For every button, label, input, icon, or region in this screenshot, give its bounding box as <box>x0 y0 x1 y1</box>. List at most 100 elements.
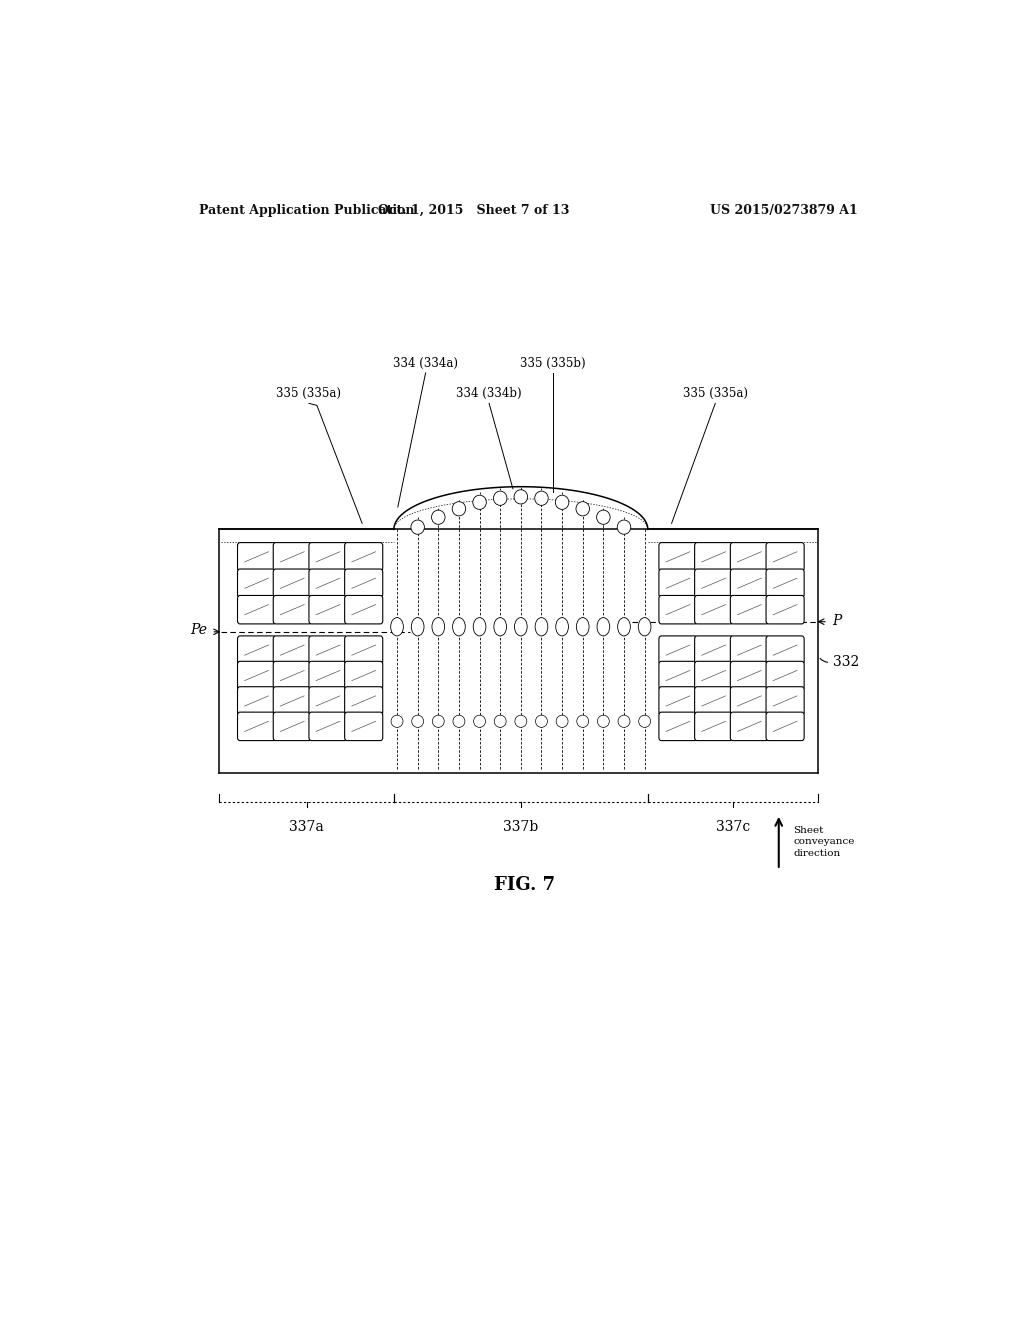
FancyBboxPatch shape <box>238 711 275 741</box>
FancyBboxPatch shape <box>238 595 275 624</box>
FancyBboxPatch shape <box>658 686 697 715</box>
Text: 335 (335a): 335 (335a) <box>683 387 748 400</box>
FancyBboxPatch shape <box>766 636 804 664</box>
FancyBboxPatch shape <box>345 661 383 690</box>
FancyBboxPatch shape <box>345 711 383 741</box>
FancyBboxPatch shape <box>730 711 768 741</box>
Text: FIG. 7: FIG. 7 <box>495 876 555 894</box>
Ellipse shape <box>515 715 526 727</box>
FancyBboxPatch shape <box>730 636 768 664</box>
FancyBboxPatch shape <box>309 711 347 741</box>
Ellipse shape <box>412 618 424 636</box>
FancyBboxPatch shape <box>694 661 733 690</box>
FancyBboxPatch shape <box>273 711 311 741</box>
Ellipse shape <box>597 715 609 727</box>
Text: Pe: Pe <box>190 623 207 636</box>
Text: Patent Application Publication: Patent Application Publication <box>200 205 415 216</box>
Ellipse shape <box>473 618 486 636</box>
FancyBboxPatch shape <box>730 686 768 715</box>
Text: 335 (335b): 335 (335b) <box>520 356 586 370</box>
FancyBboxPatch shape <box>766 595 804 624</box>
Ellipse shape <box>391 715 403 727</box>
FancyBboxPatch shape <box>273 661 311 690</box>
Ellipse shape <box>618 715 630 727</box>
FancyBboxPatch shape <box>345 569 383 598</box>
Text: Sheet
conveyance
direction: Sheet conveyance direction <box>793 825 854 858</box>
Ellipse shape <box>514 490 527 504</box>
Text: 335 (335a): 335 (335a) <box>276 387 341 400</box>
FancyBboxPatch shape <box>658 543 697 572</box>
Ellipse shape <box>639 715 650 727</box>
FancyBboxPatch shape <box>309 569 347 598</box>
FancyBboxPatch shape <box>766 686 804 715</box>
Ellipse shape <box>617 520 631 535</box>
FancyBboxPatch shape <box>730 661 768 690</box>
Ellipse shape <box>597 618 609 636</box>
FancyBboxPatch shape <box>309 686 347 715</box>
Ellipse shape <box>556 618 568 636</box>
FancyBboxPatch shape <box>766 661 804 690</box>
Ellipse shape <box>638 618 651 636</box>
Ellipse shape <box>617 618 631 636</box>
Ellipse shape <box>495 715 506 727</box>
FancyBboxPatch shape <box>238 543 275 572</box>
Text: 337b: 337b <box>503 820 539 834</box>
Text: Oct. 1, 2015   Sheet 7 of 13: Oct. 1, 2015 Sheet 7 of 13 <box>378 205 569 216</box>
Text: 332: 332 <box>833 655 859 669</box>
FancyBboxPatch shape <box>238 661 275 690</box>
Ellipse shape <box>494 491 507 506</box>
FancyBboxPatch shape <box>273 686 311 715</box>
Ellipse shape <box>432 715 444 727</box>
FancyBboxPatch shape <box>273 569 311 598</box>
Text: P: P <box>833 614 842 627</box>
Ellipse shape <box>577 715 589 727</box>
FancyBboxPatch shape <box>658 569 697 598</box>
FancyBboxPatch shape <box>238 686 275 715</box>
FancyBboxPatch shape <box>309 636 347 664</box>
FancyBboxPatch shape <box>694 636 733 664</box>
Text: 334 (334b): 334 (334b) <box>457 387 522 400</box>
FancyBboxPatch shape <box>730 595 768 624</box>
Ellipse shape <box>473 495 486 510</box>
FancyBboxPatch shape <box>658 636 697 664</box>
FancyBboxPatch shape <box>730 569 768 598</box>
FancyBboxPatch shape <box>766 569 804 598</box>
Ellipse shape <box>535 491 548 506</box>
Ellipse shape <box>514 618 527 636</box>
Ellipse shape <box>577 618 589 636</box>
FancyBboxPatch shape <box>309 543 347 572</box>
FancyBboxPatch shape <box>694 595 733 624</box>
Text: US 2015/0273879 A1: US 2015/0273879 A1 <box>711 205 858 216</box>
FancyBboxPatch shape <box>658 661 697 690</box>
Ellipse shape <box>536 715 548 727</box>
FancyBboxPatch shape <box>309 595 347 624</box>
Ellipse shape <box>556 715 568 727</box>
FancyBboxPatch shape <box>309 661 347 690</box>
Ellipse shape <box>432 618 444 636</box>
Ellipse shape <box>412 715 424 727</box>
Ellipse shape <box>453 502 466 516</box>
FancyBboxPatch shape <box>694 543 733 572</box>
FancyBboxPatch shape <box>345 636 383 664</box>
Text: 337c: 337c <box>716 820 751 834</box>
Ellipse shape <box>555 495 569 510</box>
Ellipse shape <box>597 510 610 524</box>
Ellipse shape <box>536 618 548 636</box>
FancyBboxPatch shape <box>345 686 383 715</box>
Ellipse shape <box>453 618 465 636</box>
Ellipse shape <box>575 502 590 516</box>
Ellipse shape <box>494 618 507 636</box>
Text: 334 (334a): 334 (334a) <box>393 356 458 370</box>
FancyBboxPatch shape <box>273 595 311 624</box>
Ellipse shape <box>431 510 445 524</box>
FancyBboxPatch shape <box>694 686 733 715</box>
FancyBboxPatch shape <box>766 711 804 741</box>
FancyBboxPatch shape <box>658 595 697 624</box>
Ellipse shape <box>411 520 424 535</box>
FancyBboxPatch shape <box>273 636 311 664</box>
FancyBboxPatch shape <box>238 636 275 664</box>
FancyBboxPatch shape <box>730 543 768 572</box>
Ellipse shape <box>453 715 465 727</box>
FancyBboxPatch shape <box>345 595 383 624</box>
FancyBboxPatch shape <box>273 543 311 572</box>
